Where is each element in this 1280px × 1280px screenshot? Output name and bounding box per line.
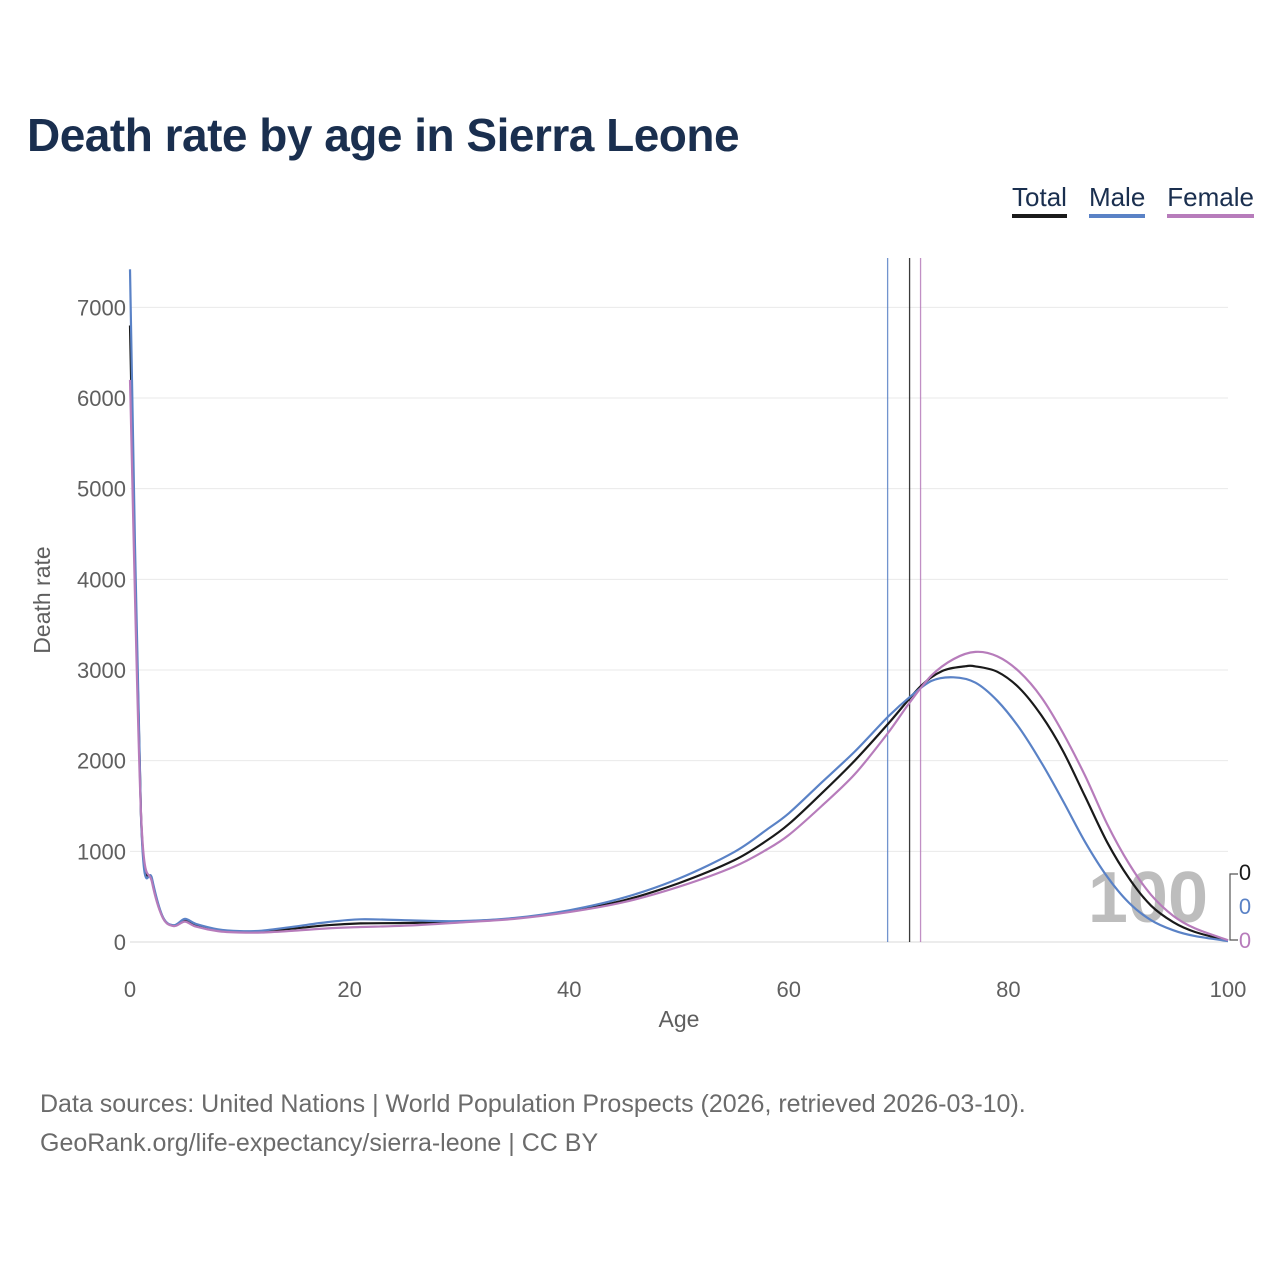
series-line-female[interactable] — [128, 379, 1229, 942]
legend-item-total[interactable]: Total — [1012, 182, 1067, 218]
x-axis-label: Age — [659, 1006, 700, 1032]
y-axis-label: Death rate — [29, 546, 55, 653]
series-line-male[interactable] — [128, 269, 1229, 943]
x-tick-40: 40 — [557, 977, 581, 1002]
x-tick-labels: 0 20 40 60 80 100 — [124, 977, 1246, 1002]
y-tick-labels: 0 1000 2000 3000 4000 5000 6000 7000 — [77, 295, 126, 955]
y-tick-6000: 6000 — [77, 386, 126, 411]
series-lines — [128, 269, 1229, 943]
y-tick-2000: 2000 — [77, 749, 126, 774]
y-tick-1000: 1000 — [77, 839, 126, 864]
end-label-bracket — [1229, 873, 1238, 941]
grid-lines — [130, 306, 1228, 943]
legend-item-female[interactable]: Female — [1167, 182, 1254, 218]
x-tick-20: 20 — [337, 977, 361, 1002]
y-tick-7000: 7000 — [77, 295, 126, 320]
x-tick-100: 100 — [1210, 977, 1247, 1002]
end-label-total: 0 — [1239, 860, 1251, 885]
footer-link[interactable]: GeoRank.org/life-expectancy/sierra-leone… — [40, 1129, 599, 1157]
x-tick-80: 80 — [996, 977, 1020, 1002]
y-tick-4000: 4000 — [77, 567, 126, 592]
y-tick-5000: 5000 — [77, 477, 126, 502]
end-label-male: 0 — [1239, 894, 1251, 919]
series-line-total[interactable] — [128, 325, 1229, 942]
legend-item-male[interactable]: Male — [1088, 182, 1146, 218]
y-tick-3000: 3000 — [77, 658, 126, 683]
legend: Total Male Female — [1012, 182, 1254, 218]
reference-lines — [886, 258, 922, 942]
footer: Data sources: United Nations | World Pop… — [40, 1085, 1026, 1163]
chart-title: Death rate by age in Sierra Leone — [27, 109, 740, 161]
footer-source: Data sources: United Nations | World Pop… — [40, 1090, 1026, 1118]
end-label-female: 0 — [1239, 928, 1251, 953]
x-tick-0: 0 — [124, 977, 136, 1002]
y-tick-0: 0 — [114, 930, 126, 955]
x-tick-60: 60 — [777, 977, 801, 1002]
